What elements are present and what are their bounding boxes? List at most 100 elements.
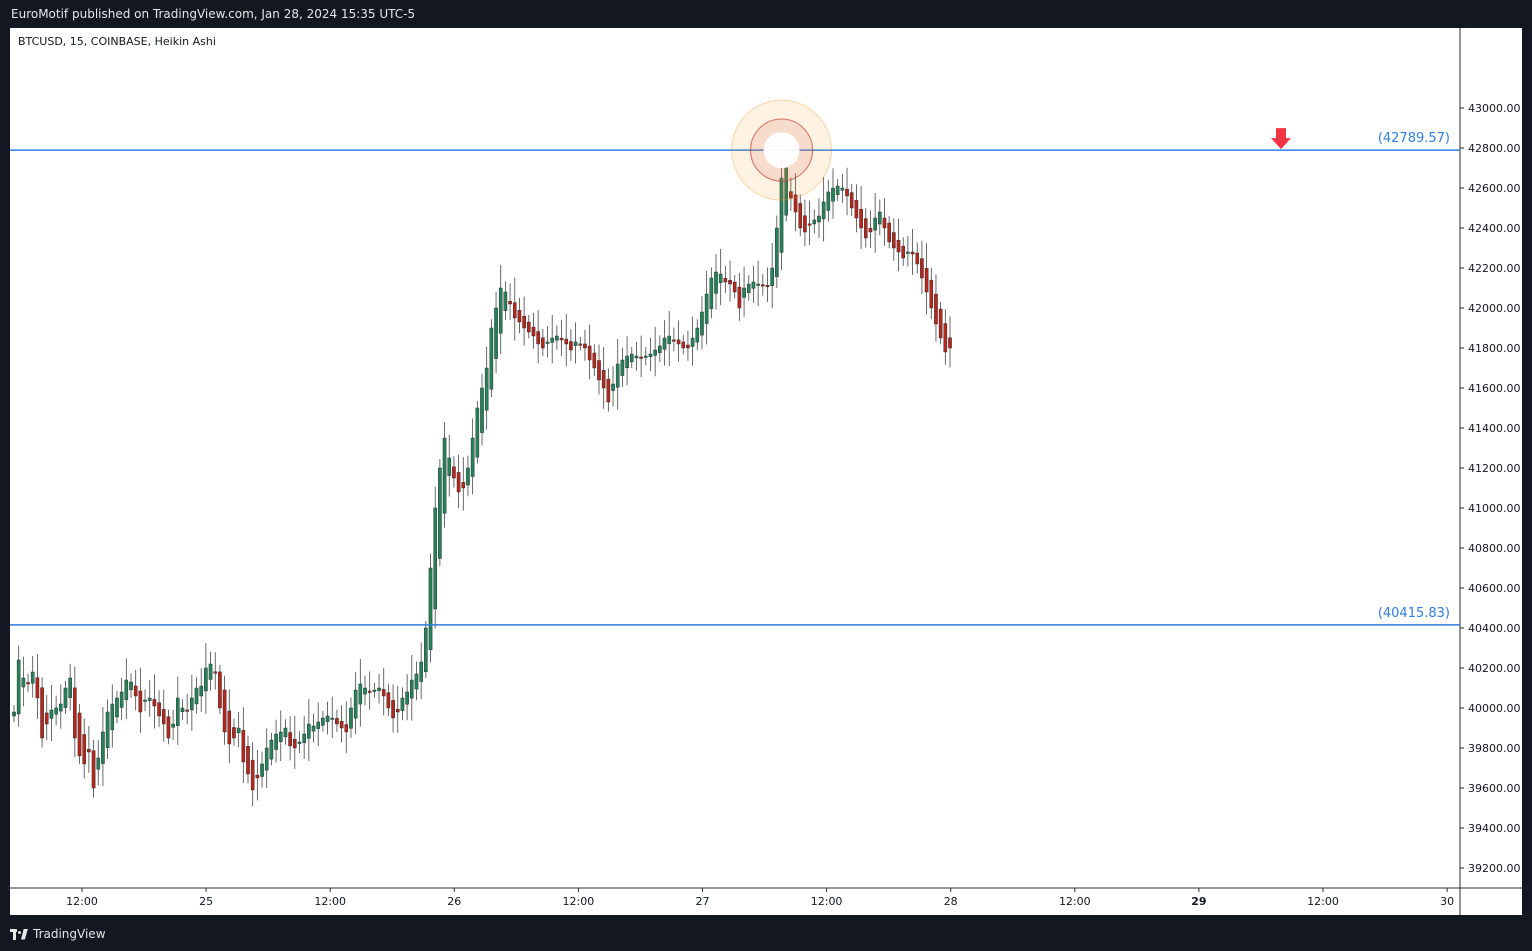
candle-body — [452, 466, 456, 479]
candle-body — [410, 679, 414, 699]
candle-body — [73, 687, 77, 739]
candle-body — [185, 709, 189, 712]
price-chart[interactable]: 39200.00 39400.00 39600.00 39800.00 40000.00… — [10, 28, 1522, 915]
candle-body — [30, 671, 35, 684]
level-label: (40415.83) — [1378, 606, 1450, 621]
candle-series — [12, 158, 952, 807]
tradingview-brand: TradingView — [33, 927, 106, 941]
candle-body — [878, 211, 882, 225]
candle-body — [129, 681, 133, 691]
candle-body — [522, 315, 526, 329]
candle-body — [101, 731, 105, 764]
y-tick-label: 39200.00 — [1468, 862, 1521, 875]
candle-body — [498, 287, 503, 334]
candle-body — [489, 327, 494, 390]
candle-body — [419, 661, 423, 682]
candle-body — [887, 222, 891, 243]
candle-body — [625, 355, 629, 369]
candle-body — [798, 203, 803, 229]
x-tick-label: 25 — [199, 895, 213, 908]
candle-body — [339, 721, 344, 729]
candle-body — [662, 337, 667, 350]
candle-body — [35, 677, 40, 699]
candle-body — [82, 734, 86, 765]
candle-body — [924, 268, 929, 293]
tradingview-logo[interactable]: TradingView — [10, 927, 106, 941]
candle-body — [789, 191, 793, 199]
candle-body — [293, 739, 297, 749]
y-tick-label: 42800.00 — [1468, 142, 1521, 155]
candle-body — [845, 188, 849, 197]
candle-body — [475, 407, 480, 458]
y-tick-label: 42400.00 — [1468, 222, 1521, 235]
candle-body — [658, 345, 662, 353]
candle-body — [297, 741, 302, 744]
candle-body — [274, 733, 278, 750]
candle-body — [859, 208, 863, 229]
candle-body — [681, 341, 686, 349]
candle-body — [96, 757, 101, 770]
candle-body — [110, 703, 115, 731]
candle-body — [424, 627, 428, 672]
candle-body — [653, 349, 657, 356]
candle-body — [456, 472, 461, 493]
candle-body — [213, 671, 218, 674]
candle-body — [672, 339, 676, 342]
y-tick-label: 40800.00 — [1468, 542, 1521, 555]
x-tick-label: 30 — [1440, 895, 1454, 908]
candle-body — [26, 682, 30, 685]
down-arrow-icon — [1271, 128, 1291, 150]
candle-body — [615, 363, 620, 388]
candle-body — [302, 733, 306, 744]
x-tick-label: 26 — [447, 895, 461, 908]
candle-body — [49, 709, 54, 719]
candle-body — [868, 228, 873, 233]
candle-body — [775, 227, 779, 278]
y-tick-label: 42600.00 — [1468, 182, 1521, 195]
y-tick-label: 41400.00 — [1468, 422, 1521, 435]
candle-body — [194, 687, 199, 705]
candle-body — [363, 687, 367, 695]
candle-body — [550, 337, 554, 343]
candle-body — [835, 185, 840, 195]
published-header: EuroMotif published on TradingView.com, … — [0, 0, 1532, 28]
candle-body — [124, 679, 129, 700]
candle-body — [44, 712, 49, 725]
tradingview-logo-icon — [10, 928, 28, 940]
candle-body — [849, 192, 854, 209]
candle-body — [190, 697, 194, 711]
candle-body — [166, 716, 171, 739]
candle-body — [714, 271, 718, 294]
candle-body — [138, 690, 143, 713]
candle-body — [21, 677, 26, 688]
candle-body — [807, 223, 812, 226]
candle-body — [569, 341, 573, 351]
candle-body — [428, 567, 433, 651]
x-tick-label: 28 — [944, 895, 958, 908]
published-text: EuroMotif published on TradingView.com, … — [11, 7, 416, 21]
candle-body — [330, 717, 335, 720]
candle-body — [709, 277, 714, 309]
candle-body — [910, 251, 915, 255]
y-tick-label: 39800.00 — [1468, 742, 1521, 755]
y-tick-label: 41600.00 — [1468, 382, 1521, 395]
candle-body — [77, 712, 82, 757]
candle-body — [311, 725, 316, 732]
candle-body — [536, 331, 540, 345]
candle-body — [508, 301, 512, 305]
candle-body — [821, 201, 826, 220]
candle-body — [119, 691, 124, 708]
candle-body — [737, 286, 742, 309]
candle-body — [634, 355, 639, 359]
candle-body — [690, 337, 695, 347]
candle-body — [367, 690, 372, 693]
candle-body — [250, 759, 255, 791]
candle-body — [316, 721, 321, 729]
candle-body — [779, 177, 784, 253]
candle-body — [494, 307, 498, 359]
candle-body — [863, 218, 868, 239]
candle-body — [470, 437, 475, 477]
candle-body — [269, 739, 274, 760]
chart-panel[interactable]: 39200.00 39400.00 39600.00 39800.00 40000.00… — [10, 28, 1522, 915]
highlight-inner-circle — [763, 132, 800, 169]
